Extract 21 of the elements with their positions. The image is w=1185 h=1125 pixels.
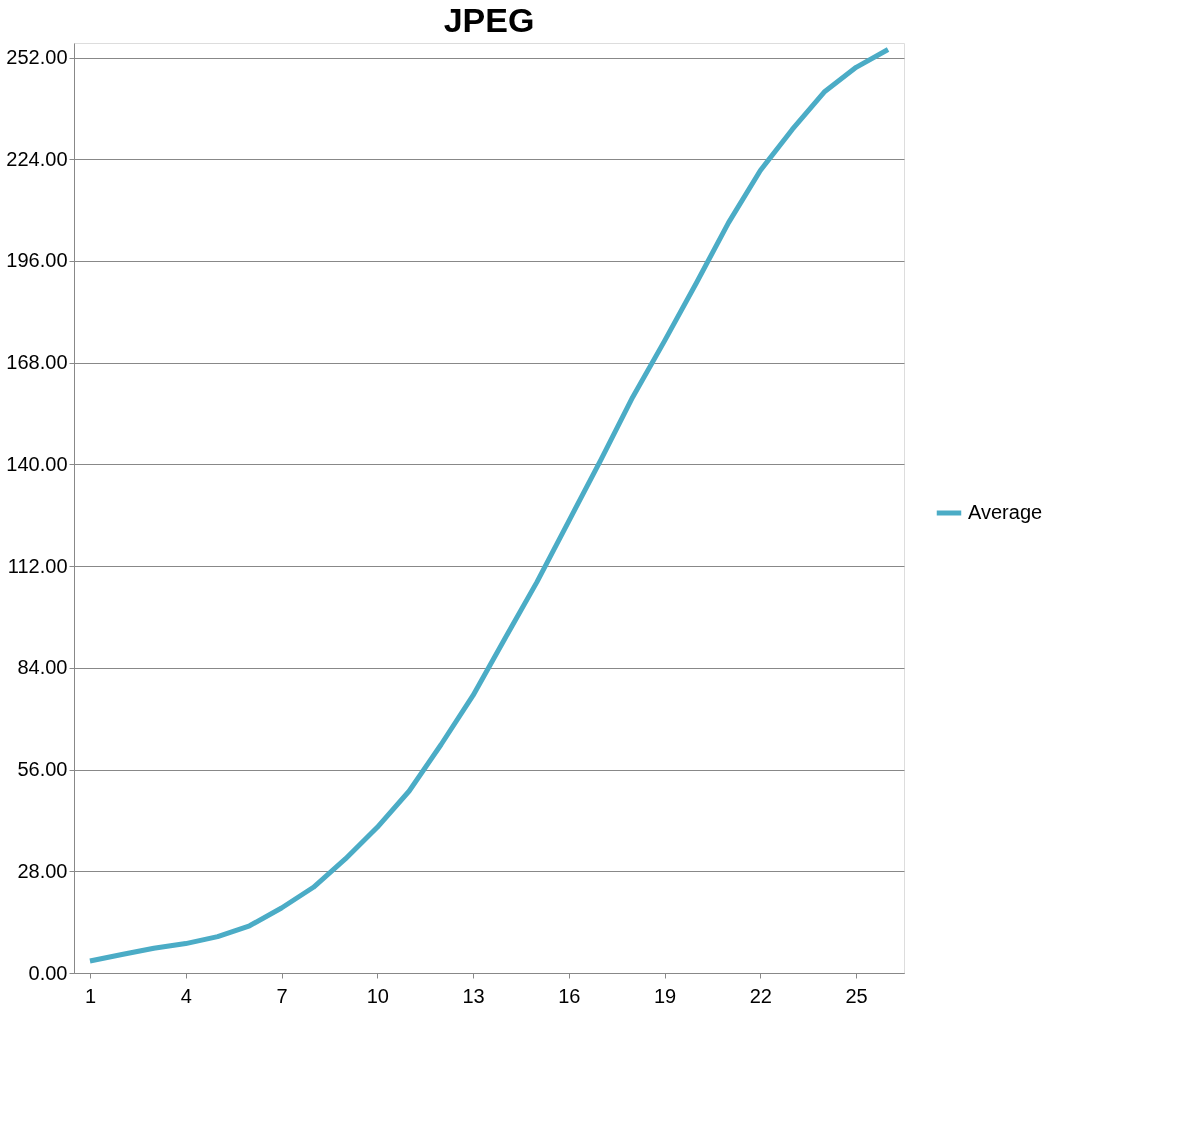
x-tick-label: 25 — [845, 984, 868, 1007]
x-tick-label: 7 — [276, 984, 288, 1007]
x-tick-label: 10 — [366, 984, 389, 1007]
chart-title: JPEG — [443, 1, 535, 39]
y-tick-label: 28.00 — [17, 859, 68, 882]
x-tick-label: 16 — [558, 984, 581, 1007]
y-tick-label: 0.00 — [28, 961, 68, 984]
x-tick-label: 1 — [84, 984, 97, 1007]
y-tick-label: 140.00 — [6, 452, 68, 475]
x-tick-label: 13 — [462, 984, 485, 1007]
x-tick-label: 19 — [653, 984, 677, 1007]
y-tick-label: 224.00 — [6, 147, 68, 170]
y-tick-label: 112.00 — [7, 554, 68, 577]
y-tick-label: 168.00 — [6, 351, 68, 374]
y-tick-label: 196.00 — [6, 249, 68, 272]
y-tick-label: 56.00 — [17, 758, 68, 781]
x-tick-label: 22 — [749, 984, 772, 1007]
y-tick-label: 252.00 — [6, 46, 68, 69]
y-tick-label: 84.00 — [17, 656, 68, 679]
legend-label: Average — [968, 501, 1043, 523]
x-tick-label: 4 — [180, 984, 192, 1007]
